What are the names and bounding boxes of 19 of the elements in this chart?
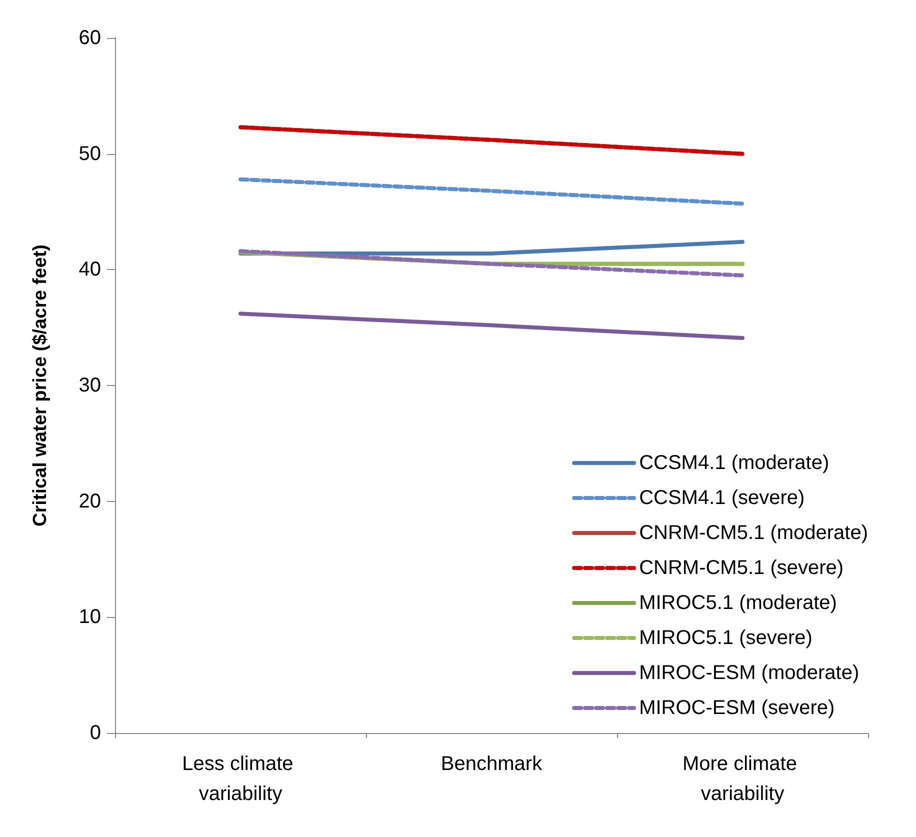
legend-label: MIROC-ESM (moderate) [639,662,860,684]
y-tick-label: 0 [90,722,101,744]
legend-label: MIROC-ESM (severe) [639,697,835,719]
legend-label: CNRM-CM5.1 (severe) [639,557,844,579]
y-tick-label: 30 [78,374,101,396]
y-tick-label: 60 [78,27,101,49]
legend-label: MIROC5.1 (severe) [639,627,812,649]
y-tick-label: 20 [78,490,101,512]
y-tick-label: 40 [78,258,101,281]
x-tick-label: More climate variability [682,753,803,805]
legend-label: CNRM-CM5.1 (moderate) [639,522,868,544]
y-tick-label: 50 [78,142,101,165]
legend-label: MIROC5.1 (moderate) [639,592,837,614]
legend-label: CCSM4.1 (moderate) [639,452,830,474]
legend-label: CCSM4.1 (severe) [639,487,805,509]
x-tick-label: Benchmark [440,753,544,775]
y-tick-label: 10 [78,606,101,628]
y-axis-title: Critical water price ($/acre feet) [30,244,51,526]
x-tick-label: Less climate variability [182,753,299,805]
